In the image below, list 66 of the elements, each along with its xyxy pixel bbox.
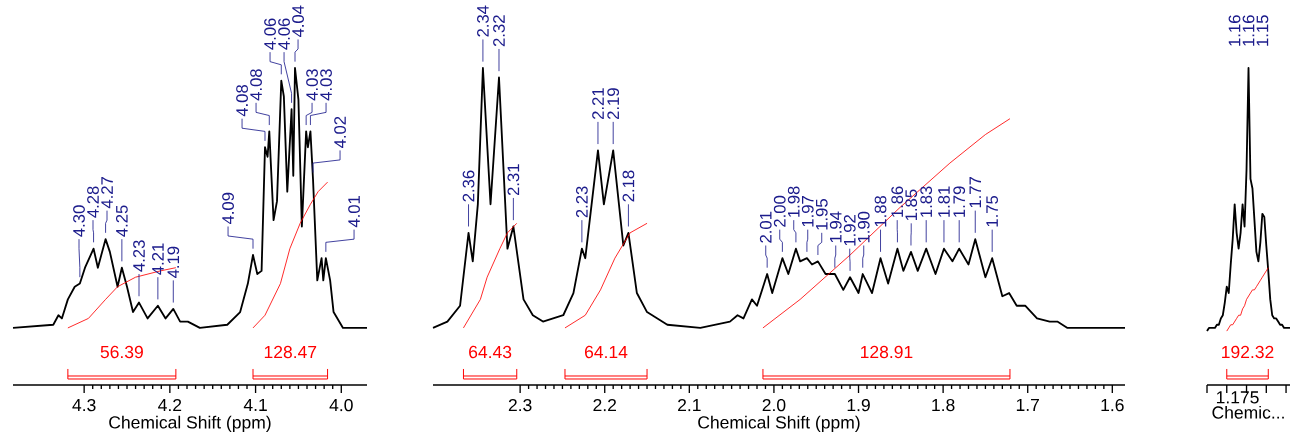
annotation: 4.25	[115, 205, 128, 237]
x-tick-label: 1.9	[847, 398, 870, 412]
annotation: 1.79	[953, 186, 966, 217]
x-tick-label: 4.0	[329, 398, 353, 412]
x-tick-label: 4.1	[243, 398, 267, 411]
annotation: 64.14	[585, 345, 628, 359]
text: 1.16	[1242, 15, 1255, 46]
annotation: 2.23	[575, 186, 588, 218]
text: 1.15	[1256, 15, 1269, 46]
annotation: 4.03	[320, 69, 332, 101]
annotation: 1.77	[969, 177, 981, 208]
annotation: 4.01	[348, 196, 360, 228]
annotation: 4.08	[236, 84, 248, 117]
annotation: 4.02	[334, 116, 346, 149]
annotation: 1.81	[938, 186, 950, 217]
annotation: 2.32	[493, 15, 505, 47]
annotation: 4.08	[250, 69, 262, 101]
annotation: 4.27	[101, 177, 113, 209]
x-tick-label: 2.0	[762, 398, 786, 412]
x-axis-title: Chemical Shift (ppm)	[698, 415, 860, 433]
annotation: 2.36	[462, 170, 475, 202]
x-tick-label: 1.8	[932, 398, 955, 412]
annotation: 4.30	[73, 205, 85, 237]
annotation: 1.90	[857, 211, 870, 243]
x-tick-label: 4.2	[158, 398, 182, 412]
annotation: 4.19	[167, 246, 180, 278]
annotation: 1.94	[829, 211, 842, 243]
annotation: 1.95	[815, 199, 828, 230]
annotation: 4.03	[306, 69, 318, 101]
annotation: 1.83	[920, 186, 933, 217]
annotation: 2.31	[507, 164, 520, 196]
text: 1.175	[1216, 391, 1259, 404]
annotation: 4.23	[133, 240, 145, 272]
annotation: 64.43	[469, 345, 512, 359]
annotation: 2.18	[622, 170, 635, 202]
annotation: 4.04	[292, 5, 304, 38]
annotation: 192.32	[1222, 345, 1274, 359]
annotation: 1.92	[843, 215, 856, 246]
x-tick-label: 2.1	[678, 398, 701, 412]
annotation: 4.06	[264, 18, 276, 50]
annotation: 2.00	[773, 195, 786, 227]
annotation: 128.91	[861, 345, 913, 359]
x-axis-title: Chemical Shift (ppm)	[109, 415, 271, 433]
x-tick-label: 2.3	[508, 398, 532, 412]
annotation: 4.28	[87, 186, 99, 218]
annotation: 1.75	[986, 195, 998, 227]
annotation: 1.88	[874, 195, 887, 227]
annotation: 1.97	[801, 196, 814, 227]
x-tick-label: 1.7	[1016, 398, 1039, 411]
annotation: 1.98	[787, 186, 800, 217]
annotation: 2.19	[607, 88, 620, 120]
annotation: 4.21	[152, 243, 164, 275]
annotation: 4.09	[222, 192, 234, 225]
annotation: 4.06	[278, 18, 290, 50]
text: 1.16	[1228, 15, 1241, 46]
x-tick-label: 2.2	[593, 398, 616, 412]
annotation: 56.39	[100, 345, 143, 359]
annotation: 2.21	[592, 88, 604, 120]
annotation: 2.01	[759, 211, 772, 243]
annotation: 1.85	[905, 189, 918, 221]
annotation: 128.47	[264, 345, 317, 359]
annotation: 1.86	[891, 186, 904, 217]
x-axis-title: Chemic...	[1212, 405, 1284, 419]
x-tick-label: 1.6	[1101, 398, 1124, 412]
x-tick-label: 4.3	[72, 398, 96, 412]
annotation: 2.34	[477, 5, 489, 37]
